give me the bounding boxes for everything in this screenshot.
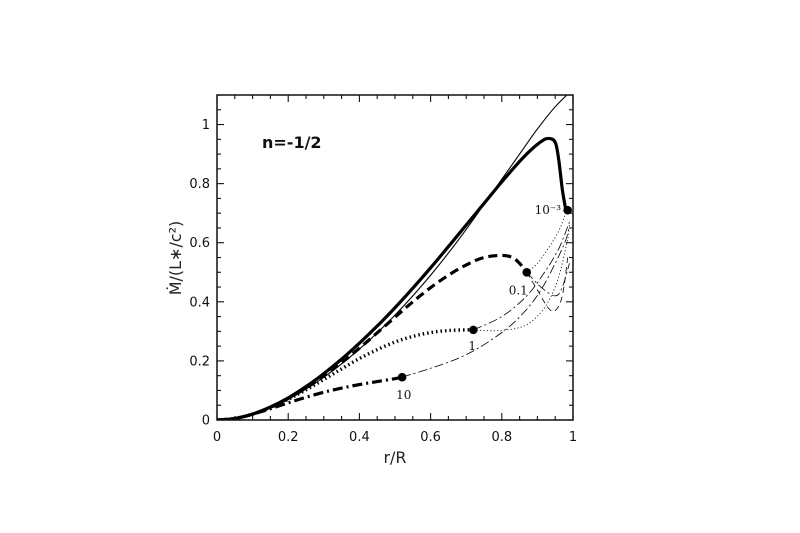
marker-label-1: 1 [468,339,476,353]
tick-layer: 0 0.2 0.4 0.6 0.8 100.20.40.60.81 [189,94,577,445]
chart-annotation: n=-1/2 [262,133,322,152]
x-axis-label: r/R [383,448,406,467]
y-tick-label: 1 [202,118,210,133]
y-tick-label: 0.6 [189,236,210,251]
series-line-01 [217,253,528,420]
y-axis-label: Ṁ/(L∗/c²) [166,221,185,296]
marker-point-10 [397,372,407,382]
marker-label-10: 10 [396,388,411,402]
y-tick-label: 0.4 [189,295,210,310]
series-line-10 [217,375,403,420]
series-line-thin-dashdot-8 [402,224,570,378]
y-tick-label: 0 [202,414,210,429]
x-tick-label: 1 [569,430,577,445]
series-line-thin-dashed-5 [526,257,569,312]
x-tick-label: 0.2 [278,430,299,445]
series-layer [217,95,570,420]
series-line-thin-dashdot-10 [473,221,570,331]
x-tick-label: 0.4 [349,430,370,445]
marker-label-10: 10⁻³ [535,203,562,217]
series-line-10 [217,136,568,420]
series-line-thin-dotted-6 [473,230,570,332]
series-line-thin-dashdot-9 [526,263,570,297]
x-tick-label: 0.6 [420,430,441,445]
marker-layer: 10⁻³ 0.1 1 10 [396,203,572,402]
marker-point-10 [563,205,572,215]
y-tick-label: 0.8 [189,177,210,192]
marker-point-01 [522,267,532,277]
x-tick-label: 0 [213,430,221,445]
x-tick-label: 0.8 [491,430,512,445]
y-tick-label: 0.2 [189,354,210,369]
marker-point-1 [469,325,478,335]
series-line-thin-dotted-7 [526,213,567,273]
marker-label-01: 0.1 [509,283,528,297]
series-line-1 [217,328,474,420]
